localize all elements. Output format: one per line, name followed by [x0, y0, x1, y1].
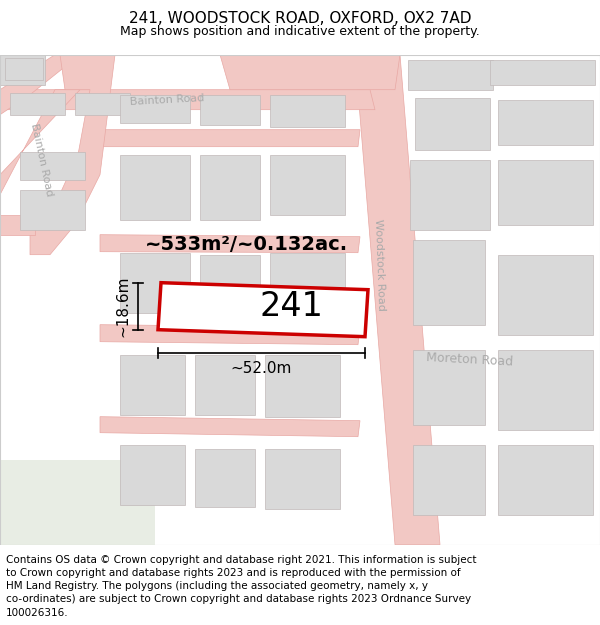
Text: 241: 241: [260, 289, 323, 322]
Bar: [498, 444, 593, 514]
Bar: [498, 254, 593, 334]
Text: Woodstock Road: Woodstock Road: [373, 219, 386, 311]
Bar: [270, 94, 345, 127]
Bar: [120, 253, 190, 312]
Polygon shape: [158, 282, 368, 337]
Bar: [5, 58, 43, 79]
Polygon shape: [100, 234, 360, 253]
Bar: [200, 154, 260, 219]
Text: HM Land Registry. The polygons (including the associated geometry, namely x, y: HM Land Registry. The polygons (includin…: [6, 581, 428, 591]
Bar: [20, 189, 85, 229]
Bar: [265, 354, 340, 417]
Bar: [75, 92, 130, 114]
Bar: [120, 94, 190, 122]
Bar: [195, 354, 255, 414]
Polygon shape: [0, 459, 155, 544]
Polygon shape: [0, 54, 80, 114]
Bar: [195, 449, 255, 507]
Bar: [120, 354, 185, 414]
Bar: [413, 239, 485, 324]
Bar: [200, 254, 260, 312]
Bar: [265, 449, 340, 509]
Text: ~18.6m: ~18.6m: [115, 276, 130, 337]
Polygon shape: [100, 417, 360, 437]
Bar: [20, 152, 85, 179]
Bar: [270, 154, 345, 214]
Text: to Crown copyright and database rights 2023 and is reproduced with the permissio: to Crown copyright and database rights 2…: [6, 568, 461, 578]
Bar: [120, 444, 185, 504]
Bar: [415, 98, 490, 149]
Bar: [498, 99, 593, 144]
Polygon shape: [30, 54, 115, 254]
Text: ~533m²/~0.132ac.: ~533m²/~0.132ac.: [145, 235, 348, 254]
Polygon shape: [220, 54, 400, 89]
Bar: [200, 94, 260, 124]
Text: Bainton Road: Bainton Road: [29, 122, 55, 197]
Polygon shape: [100, 324, 360, 344]
Text: ~52.0m: ~52.0m: [231, 361, 292, 376]
Text: Map shows position and indicative extent of the property.: Map shows position and indicative extent…: [120, 24, 480, 38]
Bar: [408, 59, 493, 89]
Polygon shape: [0, 89, 80, 194]
Text: Contains OS data © Crown copyright and database right 2021. This information is : Contains OS data © Crown copyright and d…: [6, 555, 476, 565]
Bar: [10, 92, 65, 114]
Bar: [413, 349, 485, 424]
Bar: [413, 444, 485, 514]
Text: Bainton Road: Bainton Road: [130, 92, 205, 107]
Text: co-ordinates) are subject to Crown copyright and database rights 2023 Ordnance S: co-ordinates) are subject to Crown copyr…: [6, 594, 471, 604]
Bar: [498, 349, 593, 429]
Bar: [410, 159, 490, 229]
Polygon shape: [355, 54, 440, 544]
Text: Moreton Road: Moreton Road: [426, 351, 514, 369]
Bar: [120, 154, 190, 219]
Bar: [0, 54, 45, 84]
Polygon shape: [0, 214, 35, 234]
Bar: [490, 59, 595, 84]
Text: 100026316.: 100026316.: [6, 608, 68, 618]
Bar: [270, 253, 345, 314]
Polygon shape: [0, 89, 375, 110]
Polygon shape: [100, 129, 360, 147]
Text: 241, WOODSTOCK ROAD, OXFORD, OX2 7AD: 241, WOODSTOCK ROAD, OXFORD, OX2 7AD: [129, 11, 471, 26]
Bar: [498, 159, 593, 224]
